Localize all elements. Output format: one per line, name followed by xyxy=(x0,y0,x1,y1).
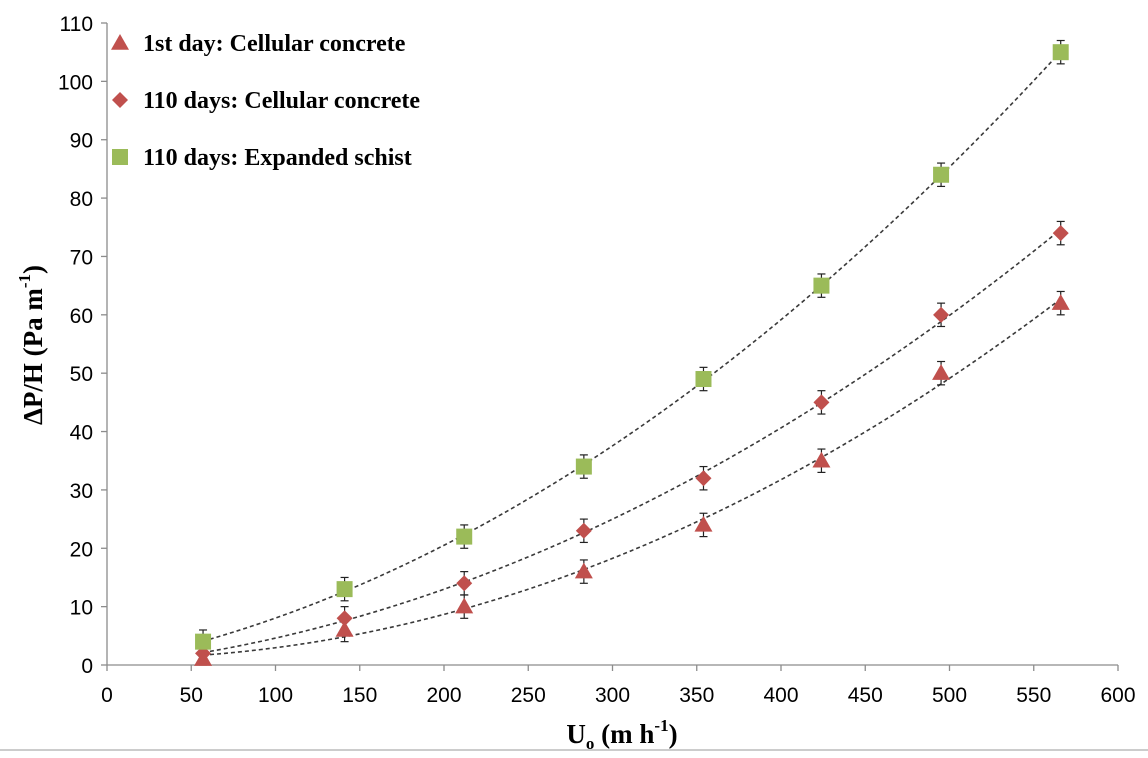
y-axis-title: ΔP/H (Pa m-1) xyxy=(15,265,48,425)
data-point-series-3 xyxy=(456,528,473,545)
data-point-series-1 xyxy=(455,597,474,614)
x-tick-label: 150 xyxy=(342,684,377,707)
x-axis-title: Uo (m h-1) xyxy=(566,716,677,753)
y-tick-label: 110 xyxy=(60,13,93,36)
data-point-series-3 xyxy=(933,166,950,183)
x-tick-label: 0 xyxy=(101,684,113,707)
data-point-series-3 xyxy=(575,458,592,475)
legend-label-series-1: 1st day: Cellular concrete xyxy=(143,31,406,57)
axes xyxy=(106,23,1118,666)
data-point-series-1 xyxy=(335,620,354,637)
legend-marker-series-2 xyxy=(112,92,128,108)
legend-marker-series-1 xyxy=(111,34,129,50)
data-point-series-2 xyxy=(336,610,353,627)
x-tick-label: 450 xyxy=(848,684,883,707)
data-point-series-3 xyxy=(813,277,830,294)
data-point-series-3 xyxy=(1052,44,1069,61)
x-tick-label: 100 xyxy=(258,684,293,707)
trendlines xyxy=(202,51,1062,656)
legend-marker-series-3 xyxy=(112,149,128,165)
legend-label-series-2: 110 days: Cellular concrete xyxy=(143,88,420,114)
x-tick-label: 300 xyxy=(595,684,630,707)
data-point-series-2 xyxy=(1052,225,1069,242)
x-tick-label: 550 xyxy=(1016,684,1051,707)
y-tick-label: 60 xyxy=(70,305,93,328)
data-point-series-2 xyxy=(575,522,592,539)
data-point-series-1 xyxy=(812,451,831,468)
y-tick-label: 70 xyxy=(70,246,93,269)
legend-label-series-3: 110 days: Expanded schist xyxy=(143,145,412,171)
trendline-3 xyxy=(202,51,1062,642)
data-point-series-1 xyxy=(694,515,713,532)
y-tick-label: 20 xyxy=(70,538,93,561)
data-point-series-1 xyxy=(574,562,593,579)
data-points xyxy=(194,44,1070,666)
x-tick-label: 350 xyxy=(679,684,714,707)
y-tick-label: 10 xyxy=(70,597,93,620)
data-point-series-2 xyxy=(813,394,830,411)
data-point-series-1 xyxy=(932,364,951,380)
data-point-series-2 xyxy=(695,470,712,487)
y-tick-label: 40 xyxy=(70,422,93,445)
trendline-2 xyxy=(202,228,1062,654)
ticks: 0 50 100 150 200 250 300 350 400 450 500 550 600 0 10 2… xyxy=(58,13,1136,707)
x-tick-label: 500 xyxy=(932,684,967,707)
data-point-series-3 xyxy=(195,633,212,650)
y-tick-label: 90 xyxy=(70,130,93,153)
y-tick-label: 0 xyxy=(81,655,93,678)
x-tick-label: 400 xyxy=(763,684,798,707)
x-tick-label: 600 xyxy=(1100,684,1135,707)
trendline-1 xyxy=(202,298,1062,656)
x-tick-label: 50 xyxy=(180,684,203,707)
data-point-series-1 xyxy=(1051,294,1070,310)
data-point-series-3 xyxy=(336,581,353,598)
y-tick-label: 30 xyxy=(70,480,93,503)
error-bars xyxy=(199,39,1065,666)
x-tick-label: 200 xyxy=(426,684,461,707)
data-point-series-3 xyxy=(695,371,712,388)
y-tick-label: 80 xyxy=(70,188,93,211)
y-tick-label: 100 xyxy=(58,71,93,94)
x-tick-label: 250 xyxy=(511,684,546,707)
y-tick-label: 50 xyxy=(70,363,93,386)
data-point-series-2 xyxy=(933,306,950,323)
legend: 1st day: Cellular concrete 110 days: Cell… xyxy=(111,31,420,171)
data-point-series-2 xyxy=(456,575,473,592)
